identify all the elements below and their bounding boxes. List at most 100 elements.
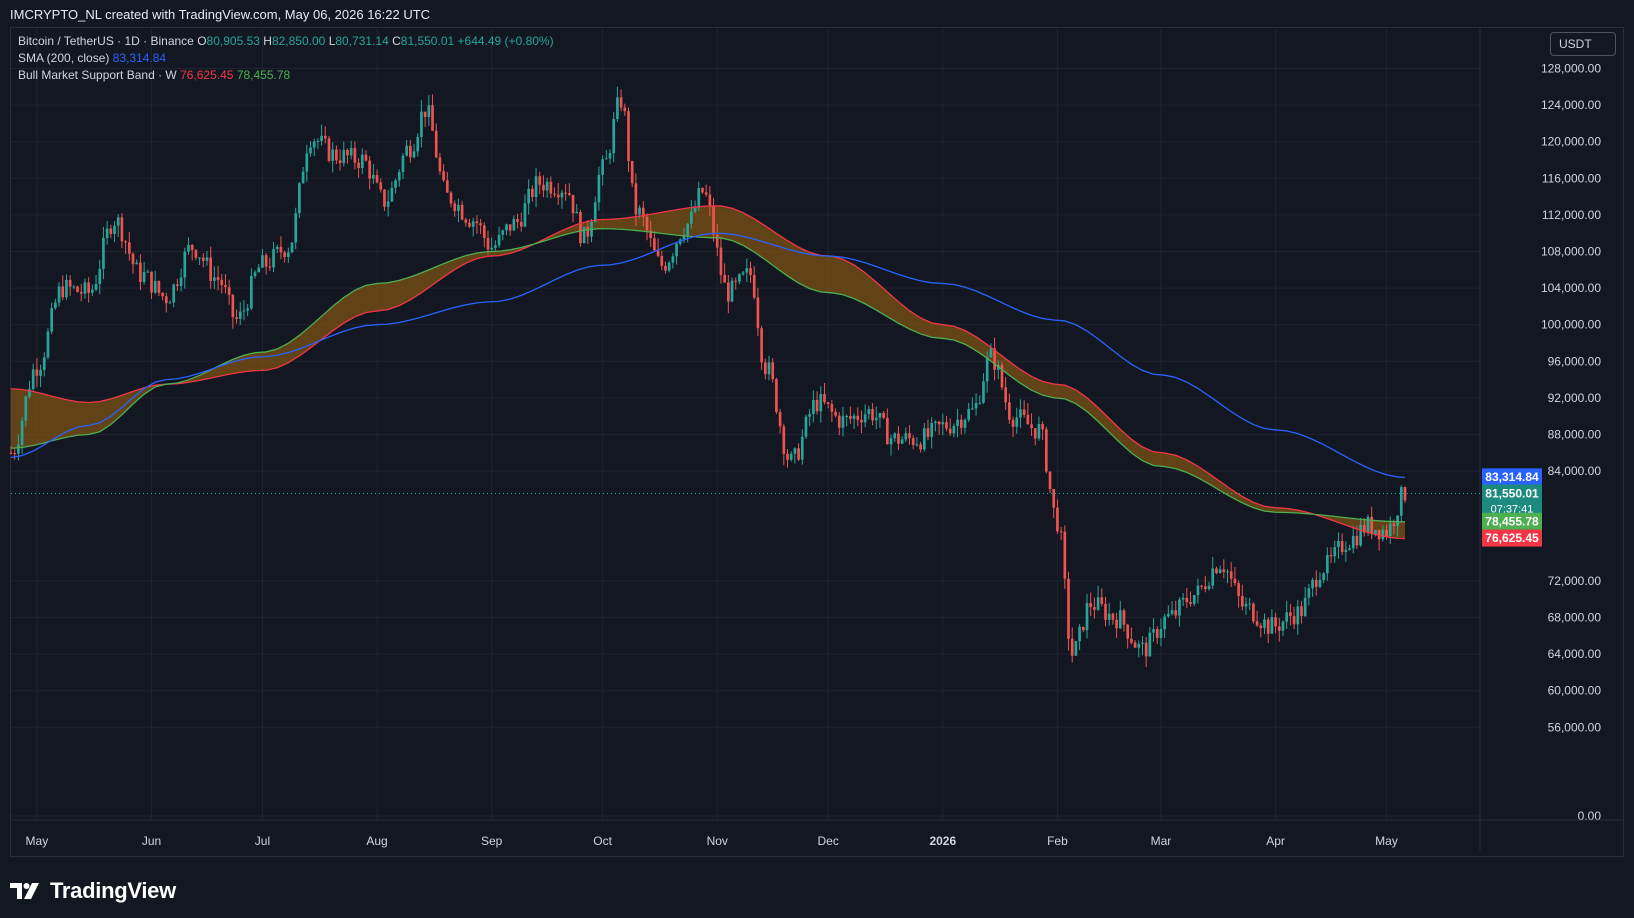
candle-body bbox=[922, 428, 926, 450]
candle-body bbox=[1300, 606, 1303, 616]
candle-body bbox=[1255, 621, 1259, 626]
candle-body bbox=[176, 284, 179, 287]
candle-body bbox=[738, 274, 741, 282]
candle-body bbox=[800, 436, 804, 460]
candle-body bbox=[1004, 387, 1007, 403]
candle-body bbox=[1366, 516, 1370, 533]
candle-body bbox=[1396, 515, 1399, 527]
candle-body bbox=[57, 286, 61, 303]
countdown-badge: 07:37:41 bbox=[1491, 504, 1534, 516]
candle-body bbox=[538, 176, 542, 185]
candle-body bbox=[915, 444, 919, 446]
candle-body bbox=[42, 357, 46, 370]
candle-body bbox=[1196, 585, 1200, 596]
candle-body bbox=[405, 145, 408, 156]
candle-body bbox=[1218, 569, 1222, 573]
candle-body bbox=[17, 444, 20, 454]
candle-body bbox=[919, 444, 922, 450]
candle-body bbox=[623, 107, 627, 112]
candle-body bbox=[427, 105, 431, 117]
candle-body bbox=[1163, 616, 1166, 630]
candle-body bbox=[963, 419, 967, 428]
candle-body bbox=[542, 184, 545, 191]
candle-body bbox=[94, 283, 98, 290]
candle-body bbox=[863, 414, 867, 423]
sma-price-badge: 83,314.84 bbox=[1485, 470, 1539, 484]
candle-body bbox=[246, 308, 249, 311]
candle-body bbox=[135, 262, 139, 265]
candle-body bbox=[553, 193, 556, 195]
candle-body bbox=[501, 230, 505, 235]
candle-body bbox=[1252, 603, 1255, 622]
y-tick-label: 120,000.00 bbox=[1541, 135, 1601, 149]
candle-body bbox=[505, 224, 508, 231]
candle-body bbox=[312, 141, 316, 148]
candle-body bbox=[1385, 529, 1388, 537]
candle-body bbox=[767, 362, 771, 375]
legend-bmsb-label[interactable]: Bull Market Support Band · W bbox=[18, 68, 177, 82]
y-tick-label: 112,000.00 bbox=[1542, 208, 1601, 222]
legend-o-value: 80,905.53 bbox=[206, 34, 260, 48]
candle-body bbox=[1133, 642, 1137, 648]
candle-body bbox=[98, 268, 102, 284]
candle-body bbox=[1089, 603, 1093, 608]
candle-body bbox=[1362, 524, 1366, 533]
candle-body bbox=[897, 433, 900, 444]
candle-body bbox=[1270, 617, 1274, 634]
candle-body bbox=[1211, 568, 1215, 586]
candle-body bbox=[778, 411, 782, 427]
candle-body bbox=[675, 243, 678, 257]
candle-body bbox=[900, 439, 904, 444]
candle-body bbox=[1289, 612, 1292, 617]
sma-200-line bbox=[10, 232, 1406, 479]
candle-body bbox=[1033, 428, 1037, 439]
candle-body bbox=[460, 204, 464, 220]
candle-body bbox=[431, 105, 434, 131]
candle-body bbox=[886, 417, 889, 445]
candle-body bbox=[497, 234, 501, 246]
candle-body bbox=[745, 268, 749, 273]
candle-body bbox=[286, 252, 290, 258]
candle-body bbox=[268, 266, 272, 268]
y-tick-label: 128,000.00 bbox=[1541, 62, 1601, 76]
candle-body bbox=[727, 282, 730, 302]
candle-body bbox=[1070, 638, 1074, 656]
candle-body bbox=[1052, 488, 1056, 508]
candle-body bbox=[1392, 523, 1396, 527]
candle-body bbox=[320, 135, 323, 141]
legend-sma-value: 83,314.84 bbox=[112, 51, 167, 65]
candle-body bbox=[1022, 409, 1026, 415]
candle-body bbox=[1296, 606, 1300, 625]
candle-body bbox=[124, 241, 127, 243]
candle-body bbox=[482, 225, 486, 239]
candle-body bbox=[9, 452, 13, 454]
candle-body bbox=[1381, 529, 1385, 540]
legend-o-label: O bbox=[197, 34, 207, 48]
candle-body bbox=[1388, 523, 1392, 537]
y-tick-label: 100,000.00 bbox=[1541, 318, 1601, 332]
candle-body bbox=[372, 175, 375, 179]
candle-body bbox=[1178, 599, 1181, 616]
candle-body bbox=[1067, 578, 1070, 639]
candle-body bbox=[457, 204, 460, 211]
x-axis-label: Dec bbox=[818, 834, 839, 848]
candle-body bbox=[46, 331, 50, 358]
candle-body bbox=[290, 242, 294, 253]
y-tick-label: 0.00 bbox=[1578, 809, 1602, 823]
candle-body bbox=[771, 362, 775, 380]
candle-body bbox=[39, 369, 42, 376]
currency-button[interactable]: USDT bbox=[1550, 32, 1616, 56]
candle-body bbox=[1045, 429, 1048, 472]
legend-sma-label[interactable]: SMA (200, close) bbox=[18, 51, 110, 65]
candle-body bbox=[420, 111, 423, 138]
candle-body bbox=[353, 148, 357, 163]
candle-body bbox=[468, 222, 471, 227]
candle-body bbox=[934, 421, 937, 423]
legend-symbol[interactable]: Bitcoin / TetherUS · 1D · Binance bbox=[18, 34, 194, 48]
candle-body bbox=[153, 280, 157, 293]
candle-body bbox=[142, 272, 146, 282]
candle-body bbox=[1126, 624, 1130, 639]
y-tick-label: 116,000.00 bbox=[1542, 171, 1601, 185]
candle-body bbox=[164, 296, 168, 304]
